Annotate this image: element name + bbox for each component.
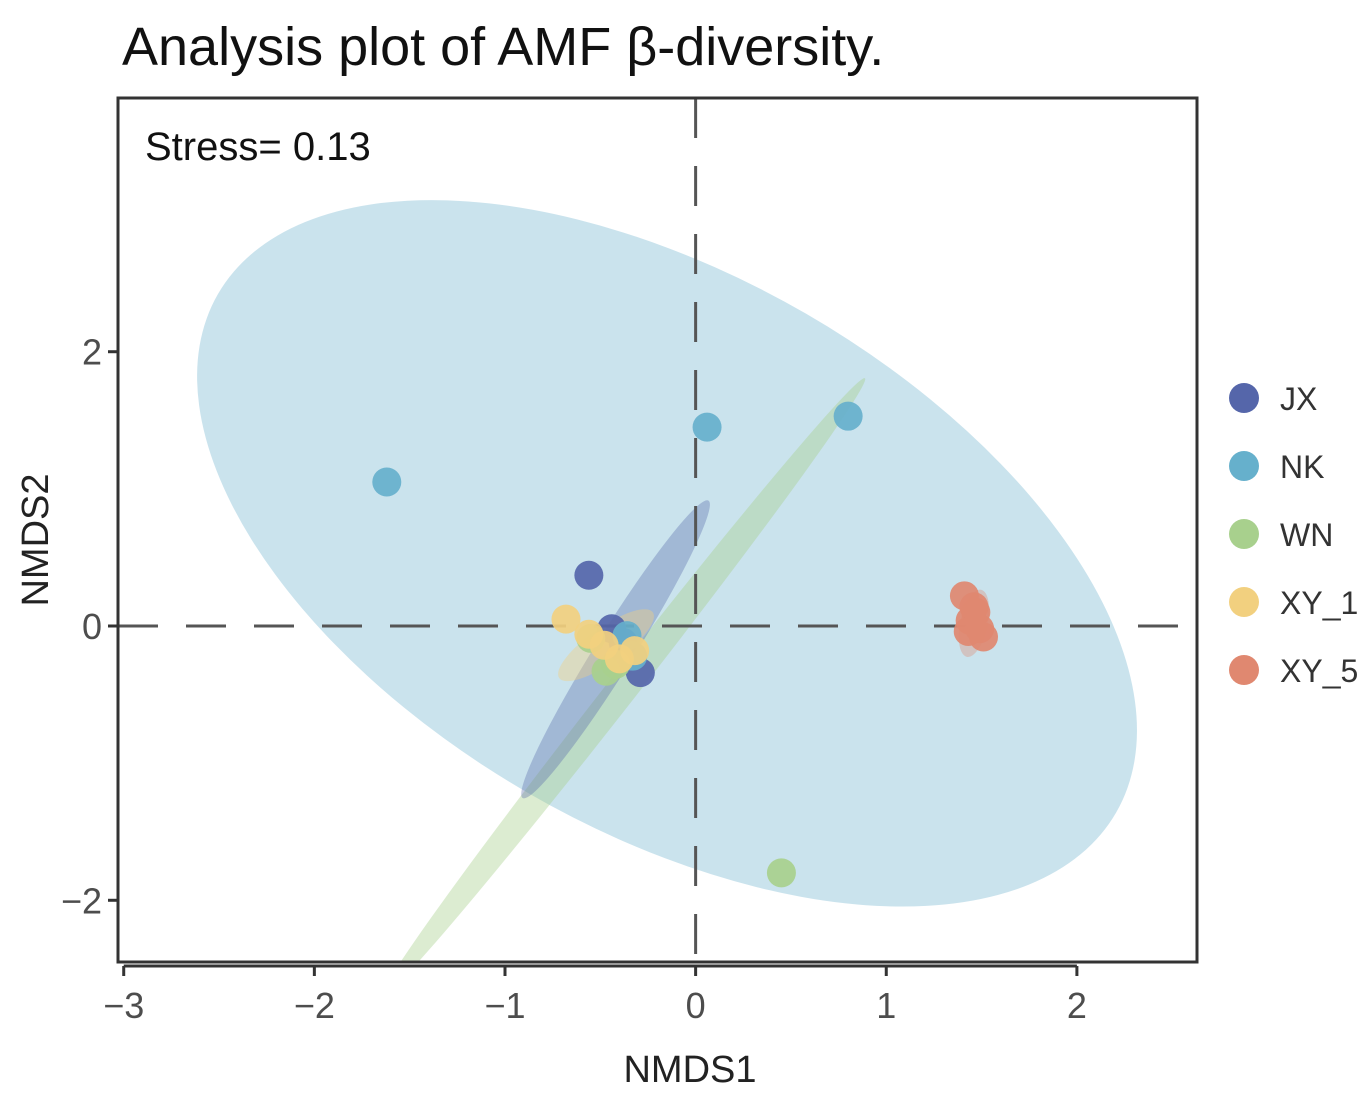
legend-swatch-jx [1229, 383, 1259, 413]
plot-area [118, 98, 1197, 962]
legend-swatch-xy-5 [1229, 655, 1259, 685]
point-nk-1 [372, 467, 402, 497]
x-tick-label-1: −3 [103, 985, 144, 1026]
x-tick-label-3: −1 [484, 985, 525, 1026]
x-tick-label-6: 2 [1067, 985, 1087, 1026]
point-jx-1 [574, 560, 604, 590]
legend-swatch-xy-1 [1229, 587, 1259, 617]
point-wn-1 [766, 858, 796, 888]
legend-label-xy-5: XY_5 [1280, 653, 1358, 689]
x-tick-label-5: 1 [876, 985, 896, 1026]
point-xy-5-6 [953, 616, 983, 646]
reference-lines [118, 98, 1197, 962]
legend-label-xy-1: XY_1 [1280, 585, 1358, 621]
ellipse-layer [197, 200, 1137, 962]
x-axis: −3 −2 −1 0 1 2 [103, 964, 1087, 1026]
legend-swatch-wn [1229, 519, 1259, 549]
plot-border [116, 96, 1199, 964]
y-tick-label-3: 2 [82, 332, 102, 373]
y-axis: −2 0 2 [61, 332, 118, 921]
point-layer [372, 401, 998, 888]
ellipse-nk [197, 200, 1137, 907]
x-tick-label-2: −2 [294, 985, 335, 1026]
y-axis-label: NMDS2 [15, 473, 57, 606]
y-tick-label-1: −2 [61, 880, 102, 921]
legend-label-jx: JX [1280, 381, 1317, 417]
y-tick-label-2: 0 [82, 606, 102, 647]
legend-label-wn: WN [1280, 517, 1333, 553]
point-xy-5-7 [959, 592, 989, 622]
point-xy-1-5 [620, 636, 650, 666]
x-axis-label: NMDS1 [623, 1049, 756, 1091]
legend-label-nk: NK [1280, 449, 1324, 485]
point-nk-2 [692, 412, 722, 442]
stress-annotation: Stress= 0.13 [145, 125, 371, 169]
x-tick-label-4: 0 [686, 985, 706, 1026]
legend-swatch-nk [1229, 451, 1259, 481]
point-xy-1-1 [551, 604, 581, 634]
ellipse-wn [381, 378, 866, 962]
legend: JX NK WN XY_1 XY_5 [1229, 381, 1358, 689]
chart-title: Analysis plot of AMF β-diversity. [122, 17, 884, 77]
point-nk-3 [833, 401, 863, 431]
